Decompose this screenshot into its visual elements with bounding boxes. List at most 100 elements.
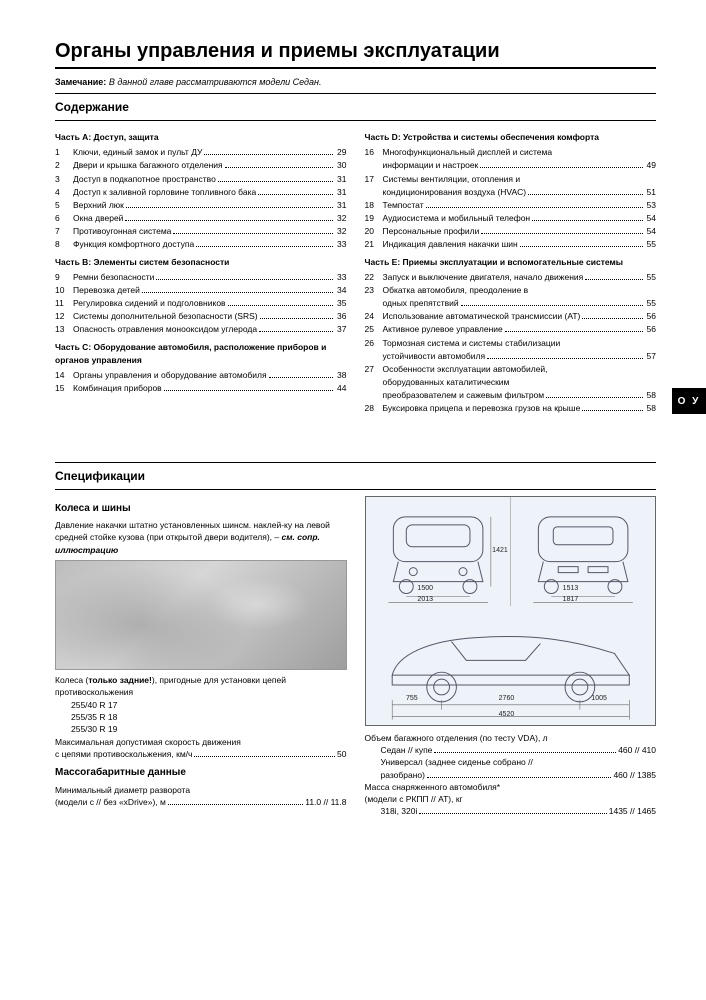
trunk-wagon-val: 460 // 1385 (613, 769, 656, 781)
toc-row: 12Системы дополнительной безопасности (S… (55, 310, 347, 323)
toc-row: 22Запуск и выключение двигателя, начало … (365, 271, 657, 284)
car-dimensions-diagram: 1421 1500 2013 (365, 496, 657, 726)
max-speed-val: 50 (337, 748, 346, 760)
trunk-sedan-row: Седан // купе 460 // 410 (365, 744, 657, 756)
toc-row-cont: преобразователем и сажевым фильтром58 (365, 389, 657, 402)
toc-row: 7Противоугонная система32 (55, 225, 347, 238)
max-speed-row: с цепями противоскольжения, км/ч 50 (55, 748, 347, 760)
toc-row: 11Регулировка сидений и подголовников35 (55, 297, 347, 310)
wheels-rear-line: Колеса (только задние!), пригодные для у… (55, 674, 347, 699)
dim-track-f: 1500 (417, 584, 433, 594)
toc-row: 14Органы управления и оборудование автом… (55, 369, 347, 382)
toc-row-cont: устойчивости автомобиля57 (365, 350, 657, 363)
trunk-sedan-val: 460 // 410 (618, 744, 656, 756)
curb-label2: (модели с РКПП // АТ), кг (365, 793, 657, 805)
side-tab: О У (672, 388, 706, 414)
toc-part-heading: Часть E: Приемы эксплуатации и вспомогат… (365, 256, 657, 269)
toc-columns: Часть A: Доступ, защита 1Ключи, единый за… (55, 127, 656, 416)
dim-front-oh: 755 (406, 694, 418, 704)
toc-part-heading: Часть C: Оборудование автомобиля, распол… (55, 341, 347, 367)
max-speed-label2: с цепями противоскольжения, км/ч (55, 748, 192, 760)
toc-part-heading: Часть A: Доступ, защита (55, 131, 347, 144)
toc-row: 4Доступ к заливной горловине топливного … (55, 186, 347, 199)
note-line: Замечание: В данной главе рассматриваютс… (55, 77, 656, 87)
turn-val: 11.0 // 11.8 (305, 796, 346, 808)
toc-row: 8Функция комфортного доступа33 (55, 238, 347, 251)
toc-row: 23Обкатка автомобиля, преодоление в (365, 284, 657, 297)
toc-row: 3Доступ в подкапотное пространство31 (55, 173, 347, 186)
toc-part-heading: Часть B: Элементы систем безопасности (55, 256, 347, 269)
dim-length: 4520 (499, 710, 515, 720)
trunk-wagon-label: Универсал (заднее сиденье собрано // (365, 756, 657, 768)
toc-row: 25Активное рулевое управление56 (365, 323, 657, 336)
toc-row-cont: одных препятствий55 (365, 297, 657, 310)
turn-label: Минимальный диаметр разворота (55, 784, 347, 796)
toc-row: 16Многофункциональный дисплей и система (365, 146, 657, 159)
spec-left: Колеса и шины Давление накачки штатно ус… (55, 496, 347, 818)
curb-label: Масса снаряженного автомобиля* (365, 781, 657, 793)
dim-width-r: 1817 (563, 595, 579, 605)
dim-height: 1421 (492, 546, 508, 556)
toc-row: 10Перевозка детей34 (55, 284, 347, 297)
rule-thin (55, 93, 656, 94)
toc-row: 27Особенности эксплуатации автомобилей, (365, 363, 657, 376)
toc-row: 18Темпостат53 (365, 199, 657, 212)
curb-row1-val: 1435 // 1465 (609, 805, 656, 817)
car-side-icon (366, 606, 656, 725)
rule-thin-2 (55, 120, 656, 121)
toc-row: 9Ремни безопасности33 (55, 271, 347, 284)
spec-columns: Колеса и шины Давление накачки штатно ус… (55, 496, 656, 818)
dim-wheelbase: 2760 (499, 694, 515, 704)
tire-size-3: 255/30 R 19 (55, 723, 347, 735)
toc-col-left: Часть A: Доступ, защита 1Ключи, единый за… (55, 127, 347, 416)
tire-size-1: 255/40 R 17 (55, 699, 347, 711)
toc-row: 1Ключи, единый замок и пульт ДУ29 (55, 146, 347, 159)
wheels-intro: Давление накачки штатно установленных ши… (55, 519, 347, 556)
rule-thin-4 (55, 489, 656, 490)
toc-row: 21Индикация давления накачки шин55 (365, 238, 657, 251)
toc-row: 17Системы вентиляции, отопления и (365, 173, 657, 186)
curb-row1-label: 318i, 320i (365, 805, 418, 817)
dim-width-f: 2013 (417, 595, 433, 605)
trunk-wagon-row: разобрано) 460 // 1385 (365, 769, 657, 781)
page-title: Органы управления и приемы эксплуатации (55, 40, 656, 63)
seat-illustration (55, 560, 347, 670)
toc-row-cont: информации и настроек49 (365, 159, 657, 172)
toc-row: 26Тормозная система и системы стабилизац… (365, 337, 657, 350)
toc-part-heading: Часть D: Устройства и системы обеспечени… (365, 131, 657, 144)
toc-row: 24Использование автоматической трансмисс… (365, 310, 657, 323)
toc-row: 20Персональные профили54 (365, 225, 657, 238)
note-text: В данной главе рассматриваются модели Се… (109, 77, 322, 87)
rule-thick (55, 67, 656, 69)
toc-row: 5Верхний люк31 (55, 199, 347, 212)
trunk-wagon-label2: разобрано) (365, 769, 425, 781)
car-front-icon (366, 497, 510, 606)
dim-track-r: 1513 (563, 584, 579, 594)
rear-bold: только задние! (88, 675, 152, 685)
spec-right: 1421 1500 2013 (365, 496, 657, 818)
trunk-label: Объем багажного отделения (по тесту VDA)… (365, 732, 657, 744)
toc-row: 2Двери и крышка багажного отделения30 (55, 159, 347, 172)
spec-heading: Спецификации (55, 469, 656, 483)
rule-thin-3 (55, 462, 656, 463)
trunk-sedan-label: Седан // купе (365, 744, 433, 756)
toc-col-right: Часть D: Устройства и системы обеспечени… (365, 127, 657, 416)
tire-size-2: 255/35 R 18 (55, 711, 347, 723)
toc-row: 6Окна дверей32 (55, 212, 347, 225)
dim-rear-oh: 1005 (591, 694, 607, 704)
toc-row: 15Комбинация приборов44 (55, 382, 347, 395)
toc-row-cont: оборудованных каталитическим (365, 376, 657, 389)
turn-row: (модели с // без «xDrive»), м 11.0 // 11… (55, 796, 347, 808)
curb-row1: 318i, 320i 1435 // 1465 (365, 805, 657, 817)
wheels-heading: Колеса и шины (55, 502, 347, 517)
toc-row: 13Опасность отравления монооксидом углер… (55, 323, 347, 336)
toc-row: 28Буксировка прицепа и перевозка грузов … (365, 402, 657, 415)
toc-row: 19Аудиосистема и мобильный телефон54 (365, 212, 657, 225)
car-rear-icon (511, 497, 655, 606)
toc-row-cont: кондиционирования воздуха (HVAC)51 (365, 186, 657, 199)
max-speed-label: Максимальная допустимая скорость движени… (55, 736, 347, 748)
turn-label2: (модели с // без «xDrive»), м (55, 796, 166, 808)
mass-heading: Массогабаритные данные (55, 766, 347, 781)
toc-heading: Содержание (55, 100, 656, 114)
note-label: Замечание: (55, 77, 106, 87)
